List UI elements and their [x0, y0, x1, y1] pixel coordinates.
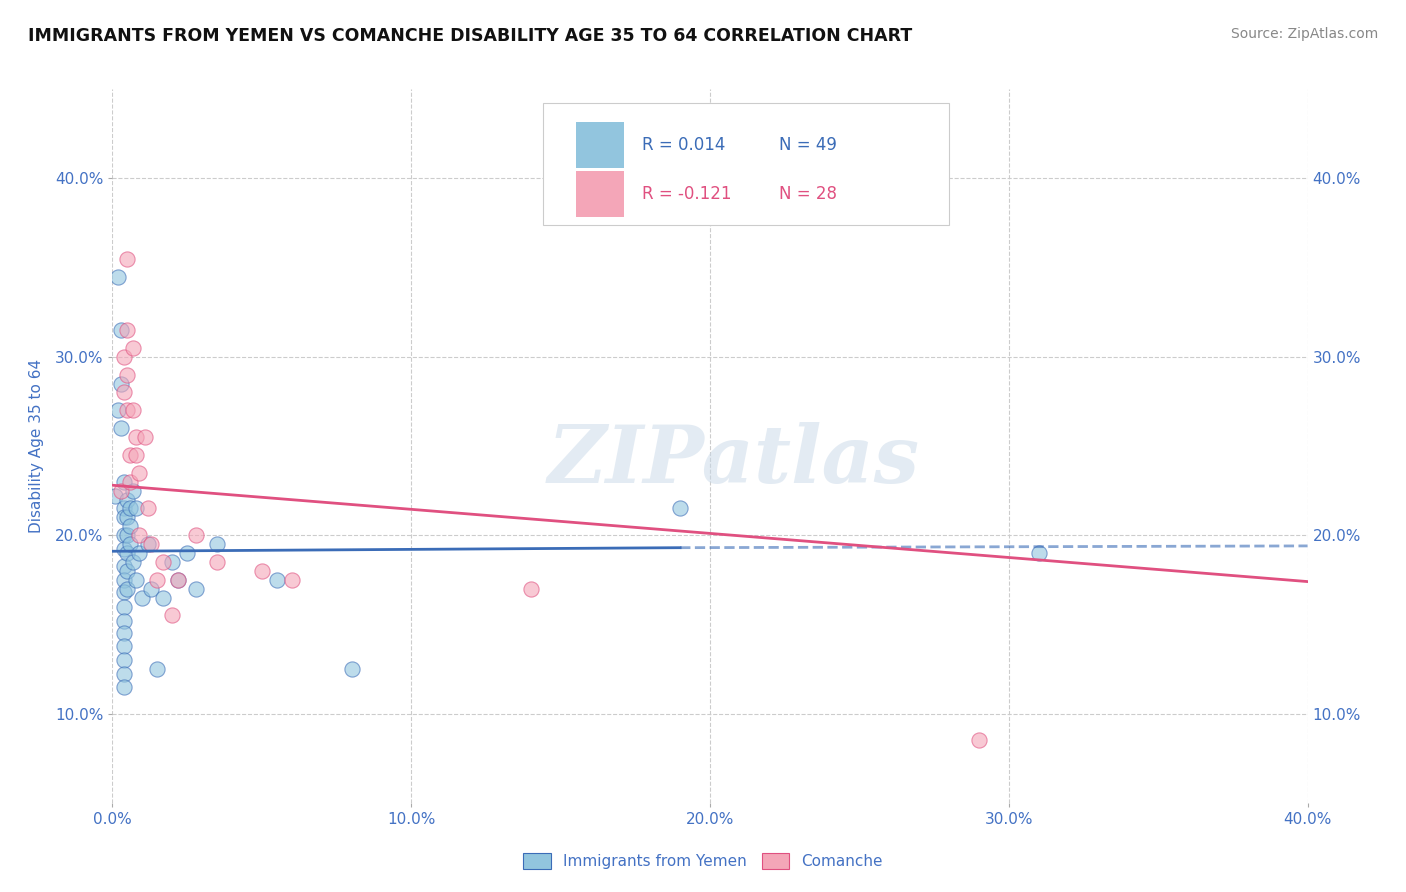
Point: [176, 546, 198, 560]
Point: [117, 528, 139, 542]
FancyBboxPatch shape: [576, 121, 624, 168]
Point: [117, 564, 139, 578]
Point: [186, 582, 208, 596]
Point: [125, 430, 148, 444]
Point: [114, 501, 135, 516]
Point: [110, 483, 132, 498]
Point: [340, 662, 363, 676]
Point: [114, 385, 135, 400]
Text: IMMIGRANTS FROM YEMEN VS COMANCHE DISABILITY AGE 35 TO 64 CORRELATION CHART: IMMIGRANTS FROM YEMEN VS COMANCHE DISABI…: [28, 27, 912, 45]
Point: [114, 680, 135, 694]
Point: [114, 528, 135, 542]
Point: [520, 582, 543, 596]
Point: [117, 323, 139, 337]
Point: [141, 537, 163, 551]
Point: [117, 368, 139, 382]
Point: [167, 573, 190, 587]
Point: [250, 564, 273, 578]
Point: [134, 430, 156, 444]
Point: [114, 614, 135, 628]
Point: [110, 421, 132, 435]
FancyBboxPatch shape: [543, 103, 949, 225]
Legend: Immigrants from Yemen, Comanche: Immigrants from Yemen, Comanche: [517, 847, 889, 875]
Point: [162, 555, 183, 569]
Point: [1028, 546, 1050, 560]
Point: [117, 510, 139, 524]
Point: [114, 653, 135, 667]
Y-axis label: Disability Age 35 to 64: Disability Age 35 to 64: [30, 359, 44, 533]
Point: [107, 403, 129, 417]
Point: [120, 519, 142, 533]
Point: [114, 585, 135, 599]
Point: [120, 501, 142, 516]
Point: [114, 639, 135, 653]
Point: [128, 466, 150, 480]
Text: R = 0.014: R = 0.014: [643, 136, 725, 153]
Point: [122, 341, 145, 355]
Point: [128, 546, 150, 560]
Text: Source: ZipAtlas.com: Source: ZipAtlas.com: [1230, 27, 1378, 41]
Point: [152, 591, 174, 605]
Point: [205, 537, 228, 551]
Point: [114, 667, 135, 681]
Point: [131, 591, 153, 605]
Point: [120, 448, 142, 462]
Point: [104, 489, 127, 503]
Point: [117, 252, 139, 266]
Point: [967, 733, 990, 747]
Point: [122, 403, 145, 417]
Point: [141, 582, 163, 596]
Point: [114, 542, 135, 557]
Point: [152, 555, 174, 569]
FancyBboxPatch shape: [576, 171, 624, 218]
Point: [281, 573, 304, 587]
Point: [114, 626, 135, 640]
Point: [107, 269, 129, 284]
Point: [167, 573, 190, 587]
Point: [205, 555, 228, 569]
Point: [186, 528, 208, 542]
Point: [266, 573, 288, 587]
Point: [120, 537, 142, 551]
Point: [128, 528, 150, 542]
Point: [138, 501, 160, 516]
Point: [122, 483, 145, 498]
Text: N = 28: N = 28: [779, 186, 838, 203]
Point: [146, 573, 169, 587]
Point: [117, 546, 139, 560]
Point: [114, 573, 135, 587]
Point: [114, 475, 135, 489]
Point: [117, 492, 139, 507]
Point: [146, 662, 169, 676]
Text: N = 49: N = 49: [779, 136, 837, 153]
Point: [117, 403, 139, 417]
Text: R = -0.121: R = -0.121: [643, 186, 731, 203]
Point: [117, 582, 139, 596]
Point: [125, 573, 148, 587]
Point: [125, 448, 148, 462]
Point: [110, 376, 132, 391]
Point: [110, 323, 132, 337]
Point: [669, 501, 692, 516]
Point: [114, 599, 135, 614]
Point: [125, 501, 148, 516]
Point: [122, 555, 145, 569]
Point: [114, 350, 135, 364]
Point: [114, 558, 135, 573]
Text: ZIPatlas: ZIPatlas: [548, 422, 920, 499]
Point: [138, 537, 160, 551]
Point: [162, 608, 183, 623]
Point: [120, 475, 142, 489]
Point: [114, 510, 135, 524]
